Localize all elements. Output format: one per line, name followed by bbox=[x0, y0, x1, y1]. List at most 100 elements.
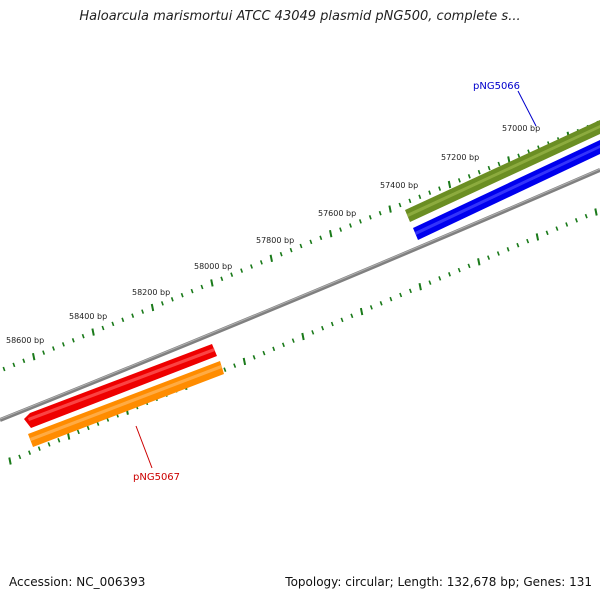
minor-tick bbox=[250, 264, 253, 269]
minor-tick bbox=[71, 338, 75, 343]
minor-tick bbox=[61, 342, 65, 347]
minor-tick bbox=[517, 153, 521, 159]
gene-label-pNG5066[interactable]: pNG5066 bbox=[473, 81, 520, 92]
gene-label-leader-pNG5067 bbox=[135, 425, 153, 469]
minor-tick bbox=[438, 186, 442, 191]
minor-tick bbox=[200, 284, 204, 290]
gene-label-pNG5067[interactable]: pNG5067 bbox=[133, 472, 180, 483]
minor-tick bbox=[252, 355, 256, 360]
map-title: Haloarcula marismortui ATCC 43049 plasmi… bbox=[79, 9, 521, 24]
minor-tick bbox=[349, 223, 352, 228]
minor-tick bbox=[369, 305, 373, 310]
minor-tick bbox=[389, 296, 393, 302]
minor-tick bbox=[545, 230, 549, 236]
minor-tick bbox=[37, 446, 41, 451]
minor-tick bbox=[57, 438, 61, 443]
minor-tick bbox=[2, 366, 6, 372]
minor-tick bbox=[368, 215, 372, 220]
minor-tick bbox=[259, 260, 263, 265]
minor-tick bbox=[526, 238, 530, 244]
major-tick bbox=[535, 233, 540, 241]
minor-tick bbox=[180, 292, 184, 298]
gene-pNG5067-bottom[interactable] bbox=[28, 361, 224, 447]
gene-pNG5066-bottom[interactable] bbox=[413, 140, 600, 240]
minor-tick bbox=[350, 313, 354, 319]
ruler-labels: 57000 bp 57200 bp 57400 bp 57600 bp 5780… bbox=[6, 124, 540, 345]
minor-tick bbox=[42, 350, 46, 355]
minor-tick bbox=[160, 301, 164, 306]
minor-tick bbox=[408, 288, 412, 294]
minor-tick bbox=[487, 255, 491, 260]
minor-tick bbox=[565, 222, 569, 227]
major-tick bbox=[359, 307, 364, 316]
minor-tick bbox=[477, 169, 481, 175]
minor-tick bbox=[170, 297, 174, 302]
minor-tick bbox=[457, 267, 461, 273]
minor-tick bbox=[467, 263, 471, 269]
minor-tick bbox=[418, 194, 422, 200]
minor-tick bbox=[262, 350, 266, 356]
minor-tick bbox=[52, 346, 55, 351]
plasmid-backbone-highlight bbox=[0, 168, 600, 420]
gene-pNG5067-top[interactable] bbox=[24, 344, 217, 428]
major-tick bbox=[418, 283, 422, 291]
minor-tick bbox=[496, 251, 500, 256]
minor-tick bbox=[487, 165, 491, 171]
major-tick bbox=[91, 328, 95, 336]
minor-tick bbox=[457, 178, 461, 183]
minor-tick bbox=[47, 442, 51, 447]
minor-tick bbox=[555, 226, 559, 231]
minor-tick bbox=[584, 213, 588, 219]
major-tick bbox=[329, 230, 333, 238]
minor-tick bbox=[86, 425, 90, 431]
minor-tick bbox=[22, 358, 26, 364]
inner-tick-ring bbox=[8, 208, 598, 465]
minor-tick bbox=[319, 235, 323, 241]
minor-tick bbox=[141, 309, 145, 314]
ruler-label: 57200 bp bbox=[441, 153, 479, 162]
minor-tick bbox=[378, 210, 382, 216]
minor-tick bbox=[398, 202, 402, 208]
minor-tick bbox=[121, 317, 125, 323]
accession-label: Accession: NC_006393 bbox=[9, 575, 146, 589]
gene-label-leader-pNG5066 bbox=[517, 90, 537, 127]
minor-tick bbox=[428, 280, 432, 285]
minor-tick bbox=[240, 268, 244, 273]
gene-pNG5066-top[interactable] bbox=[405, 120, 600, 222]
minor-tick bbox=[233, 363, 237, 368]
ruler-label: 57800 bp bbox=[256, 236, 294, 245]
minor-tick bbox=[340, 317, 344, 323]
gene-pNG5066-top-shine bbox=[407, 125, 600, 217]
minor-tick bbox=[281, 342, 285, 348]
gene-pNG5067-top-shine bbox=[28, 348, 215, 421]
major-tick bbox=[210, 279, 214, 287]
ruler-label: 58400 bp bbox=[69, 312, 107, 321]
minor-tick bbox=[506, 247, 510, 252]
major-tick bbox=[388, 205, 392, 213]
gene-pNG5066-bottom-shine bbox=[415, 145, 600, 235]
ruler-label: 58000 bp bbox=[194, 262, 232, 271]
minor-tick bbox=[76, 429, 80, 435]
minor-tick bbox=[131, 313, 135, 318]
minor-tick bbox=[12, 362, 16, 368]
ruler-label: 58600 bp bbox=[6, 336, 44, 345]
minor-tick bbox=[279, 251, 283, 257]
minor-tick bbox=[18, 454, 22, 460]
gene-pNG5067-bottom-shine bbox=[30, 365, 222, 441]
outer-tick-ring bbox=[2, 120, 600, 372]
minor-tick bbox=[516, 242, 520, 248]
major-tick bbox=[447, 180, 452, 189]
major-tick bbox=[301, 332, 305, 341]
major-tick bbox=[8, 457, 12, 465]
major-tick bbox=[594, 208, 598, 216]
minor-tick bbox=[291, 338, 295, 343]
minor-tick bbox=[574, 218, 578, 223]
minor-tick bbox=[339, 227, 343, 232]
minor-tick bbox=[321, 325, 325, 331]
ruler-label: 57400 bp bbox=[380, 181, 418, 190]
major-tick bbox=[32, 353, 36, 361]
minor-tick bbox=[438, 276, 442, 281]
major-tick bbox=[242, 357, 247, 366]
minor-tick bbox=[28, 450, 32, 455]
